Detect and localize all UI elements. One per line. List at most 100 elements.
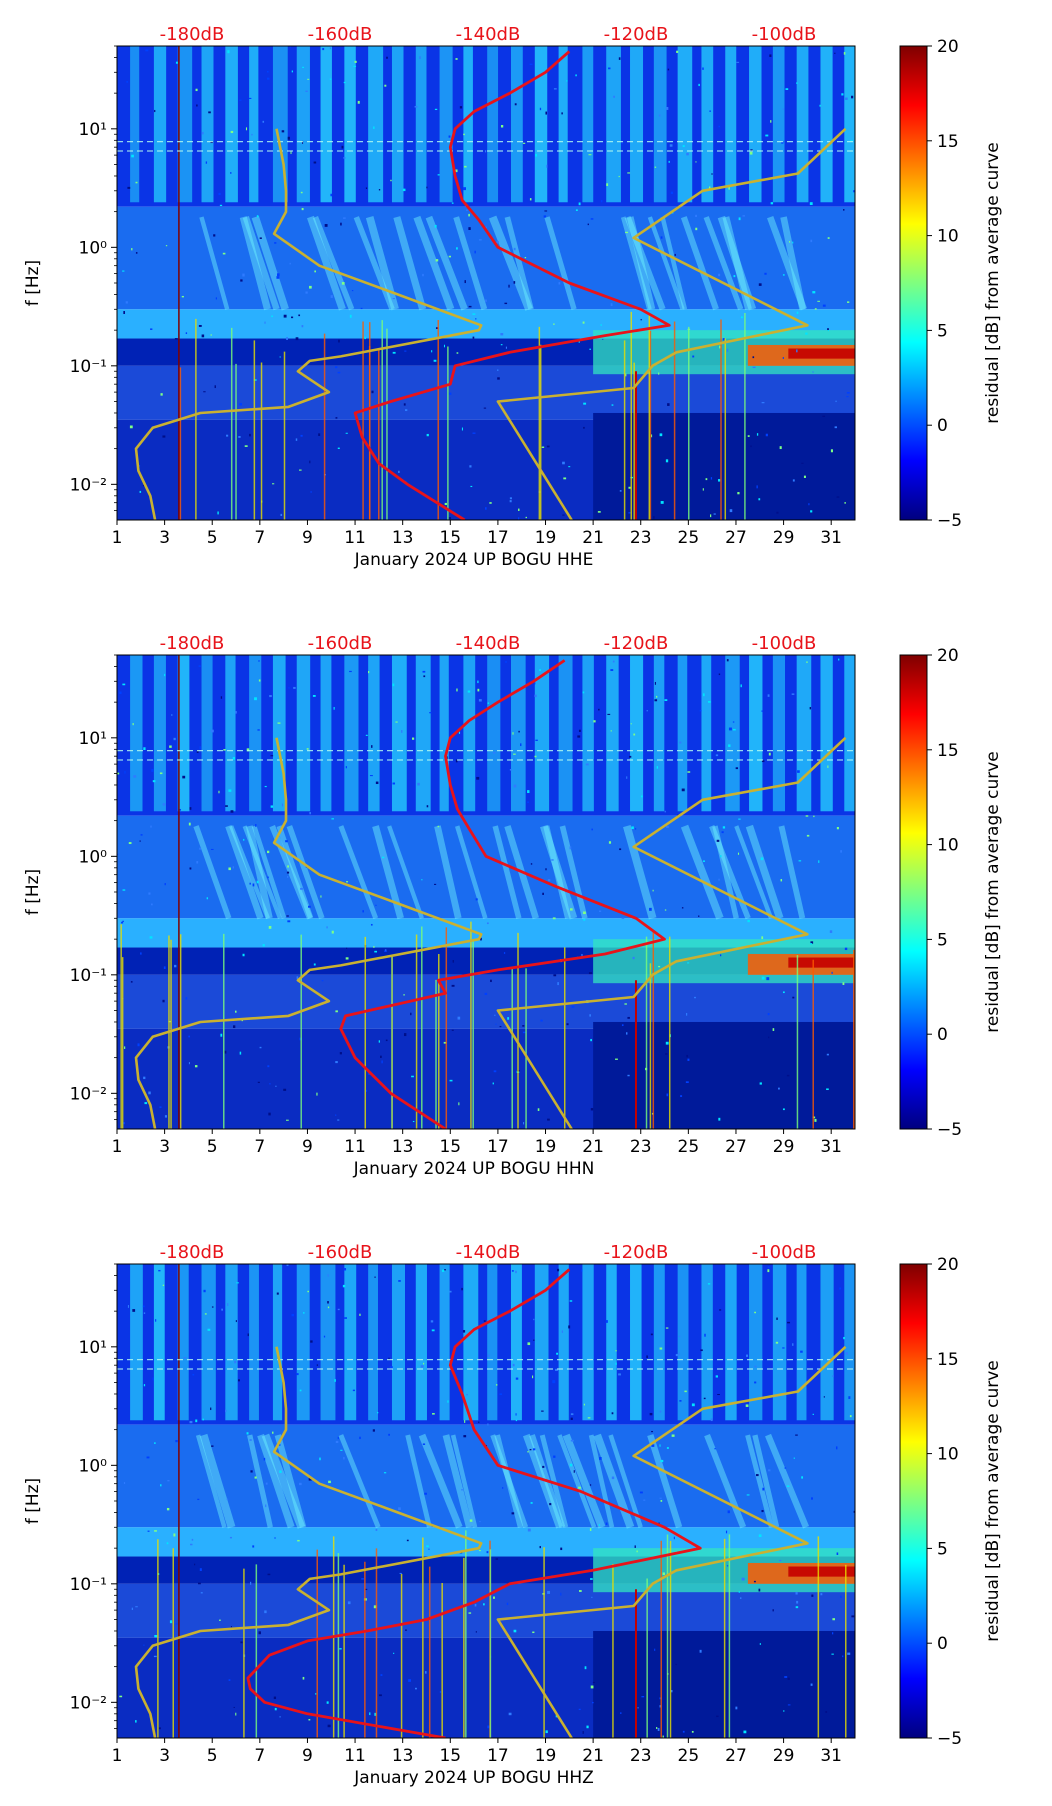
heatmap-speckle: [266, 77, 270, 80]
heatmap-speckle: [618, 1373, 621, 1376]
heatmap-hotspot: [788, 957, 855, 968]
heatmap-speckle: [451, 984, 455, 987]
heatmap-speckle: [250, 1470, 253, 1473]
heatmap-speckle: [660, 1459, 664, 1463]
heatmap-speckle: [190, 1543, 193, 1546]
heatmap-speckle: [448, 392, 452, 395]
heatmap-speckle: [283, 1088, 287, 1091]
heatmap-speckle: [590, 1108, 594, 1111]
heatmap-streak: [534, 46, 548, 203]
heatmap-speckle: [281, 803, 284, 807]
heatmap-streak: [274, 1434, 307, 1529]
colorbar-gradient: [899, 45, 928, 521]
heatmap-speckle: [615, 1362, 617, 1365]
heatmap-speckle: [327, 1274, 329, 1277]
heatmap-speckle: [527, 1528, 531, 1532]
heatmap-streak: [450, 1434, 478, 1528]
colorbar-label: residual [dB] from average curve: [983, 751, 1003, 1032]
heatmap-streak: [487, 1264, 498, 1421]
heatmap-speckle: [424, 1671, 427, 1674]
heatmap-speckle: [359, 1436, 361, 1440]
heatmap-streak: [251, 215, 289, 311]
heatmap-speckle: [621, 1024, 624, 1027]
x-axis-label: January 2024 UP BOGU HHN: [353, 1159, 595, 1179]
heatmap-streak: [749, 46, 762, 203]
heatmap-speckle: [708, 701, 711, 703]
heatmap-speckle: [591, 1701, 594, 1704]
heatmap-speckle: [619, 1712, 622, 1714]
heatmap-speckle: [759, 1082, 762, 1085]
heatmap-streak: [276, 825, 314, 920]
x-tick-label: 7: [254, 528, 265, 548]
heatmap-speckle: [631, 409, 635, 412]
heatmap-streak: [249, 655, 262, 812]
heatmap-speckle: [611, 1412, 614, 1415]
heatmap-speckle: [408, 1679, 411, 1682]
heatmap-streak: [199, 1433, 236, 1529]
heatmap-speckle: [476, 776, 480, 780]
heatmap-streak: [245, 825, 273, 920]
heatmap-streak: [312, 216, 355, 311]
heatmap-speckle: [535, 739, 538, 742]
heatmap-speckle: [675, 1353, 679, 1357]
heatmap-speckle: [227, 50, 230, 54]
heatmap-streak: [201, 655, 213, 812]
heatmap-speckle: [333, 706, 335, 710]
heatmap-speckle: [257, 729, 260, 731]
heatmap-speckle: [569, 1463, 573, 1467]
heatmap-speckle: [530, 863, 533, 865]
heatmap-speckle: [853, 190, 855, 193]
heatmap-speckle: [787, 1321, 791, 1324]
heatmap-speckle: [720, 855, 722, 858]
heatmap-speckle: [497, 377, 500, 380]
heatmap-speckle: [732, 721, 735, 723]
heatmap-speckle: [487, 702, 490, 704]
y-tick-label: 10⁻¹: [70, 1575, 107, 1595]
heatmap-speckle: [405, 409, 408, 412]
heatmap-speckle: [300, 887, 303, 890]
heatmap-speckle: [218, 790, 220, 794]
heatmap-speckle: [242, 953, 245, 957]
heatmap-speckle: [514, 103, 517, 106]
heatmap-speckle: [426, 1545, 429, 1548]
heatmap-speckle: [784, 1676, 788, 1678]
heatmap-speckle: [533, 1339, 535, 1341]
heatmap-streak: [820, 655, 833, 812]
heatmap-streak: [660, 216, 688, 310]
heatmap-streak: [286, 825, 325, 920]
heatmap-speckle: [468, 1612, 472, 1614]
heatmap-speckle: [556, 1268, 560, 1272]
x-tick-label: 23: [630, 528, 652, 548]
heatmap-speckle: [553, 974, 557, 977]
heatmap-speckle: [760, 857, 764, 861]
heatmap-speckle: [660, 236, 663, 239]
heatmap-speckle: [851, 1615, 855, 1618]
x-tick-label: 3: [159, 1746, 170, 1766]
heatmap-speckle: [263, 1457, 266, 1461]
heatmap-speckle: [289, 46, 291, 48]
heatmap-speckle: [326, 926, 328, 929]
heatmap-speckle: [290, 151, 292, 155]
heatmap-speckle: [796, 82, 798, 84]
heatmap-speckle: [588, 972, 592, 975]
x-tick-label: 11: [344, 528, 366, 548]
heatmap-speckle: [257, 1081, 260, 1084]
heatmap-speckle: [529, 63, 533, 66]
heatmap-speckle: [822, 304, 826, 307]
x-tick-label: 21: [582, 528, 604, 548]
heatmap-speckle: [686, 1012, 688, 1016]
heatmap-speckle: [249, 1439, 252, 1441]
heatmap-speckle: [835, 1446, 838, 1450]
heatmap-speckle: [787, 1677, 790, 1680]
heatmap-streak: [261, 1433, 306, 1529]
y-tick-label: 10¹: [79, 729, 107, 749]
heatmap-speckle: [256, 880, 259, 884]
heatmap-speckle: [437, 825, 440, 828]
heatmap-speckle: [199, 746, 201, 750]
heatmap-speckle: [448, 517, 452, 520]
heatmap-streak: [558, 655, 573, 812]
x-tick-label: 1: [112, 1746, 123, 1766]
heatmap-streak: [195, 1434, 227, 1528]
heatmap-speckle: [686, 1054, 689, 1058]
heatmap-speckle: [431, 1329, 435, 1332]
